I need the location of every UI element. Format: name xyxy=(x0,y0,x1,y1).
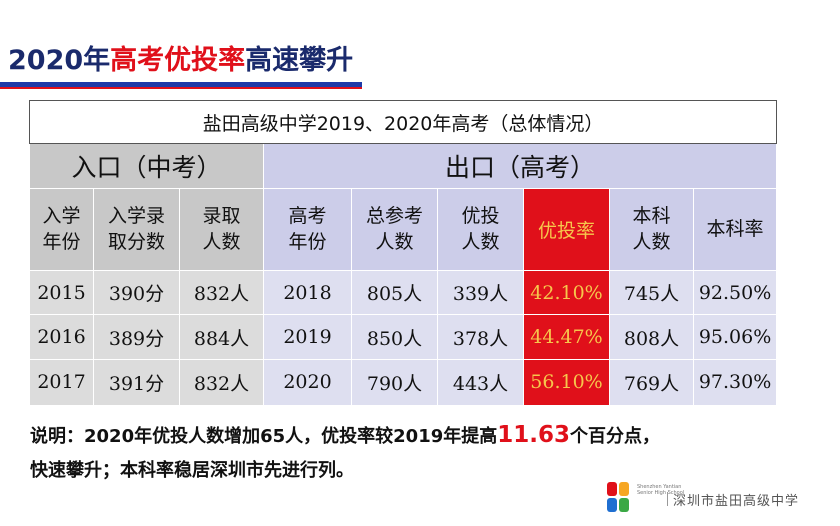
table-cell-highlight: 42.10% xyxy=(523,270,610,316)
school-logo: Shenzhen Yantian Senior High School 深圳市盐… xyxy=(605,480,835,520)
group-header-entrance: 入口（中考） xyxy=(29,143,264,189)
note-text: 说明：2020年优投人数增加65人，优投率较2019年提高 xyxy=(30,426,498,447)
column-header: 录取 人数 xyxy=(179,187,264,272)
column-header: 本科 人数 xyxy=(609,187,694,272)
note-text: 个百分点， xyxy=(570,426,661,447)
table-cell: 2018 xyxy=(263,270,352,316)
title-suffix: 高速攀升 xyxy=(245,45,354,76)
explanation-note: 说明：2020年优投人数增加65人，优投率较2019年提高11.63个百分点， … xyxy=(30,418,830,488)
table-cell: 769人 xyxy=(609,358,694,407)
table-cell: 808人 xyxy=(609,314,694,360)
column-header: 总参考 人数 xyxy=(351,187,438,272)
table-cell: 745人 xyxy=(609,270,694,316)
table-cell: 805人 xyxy=(351,270,438,316)
table-cell: 95.06% xyxy=(692,314,778,360)
table-cell: 390分 xyxy=(93,270,180,316)
title-underline xyxy=(0,82,362,87)
table-cell: 92.50% xyxy=(692,270,778,316)
note-highlight-number: 11.63 xyxy=(497,422,571,448)
group-header-exit: 出口（高考） xyxy=(262,143,778,189)
table-cell: 443人 xyxy=(437,358,524,407)
school-emblem-icon xyxy=(607,482,629,512)
table-cell: 2019 xyxy=(263,314,352,360)
table-cell-highlight: 56.10% xyxy=(523,358,610,407)
table-cell: 2015 xyxy=(29,270,94,316)
title-year: 2020年 xyxy=(8,45,111,76)
column-header: 入学 年份 xyxy=(29,187,94,272)
table-cell: 339人 xyxy=(437,270,524,316)
logo-chinese-name: 深圳市盐田高级中学 xyxy=(666,490,799,509)
table-cell: 832人 xyxy=(179,270,264,316)
logo-english-name: Shenzhen Yantian Senior High School xyxy=(637,484,685,496)
note-line-2: 快速攀升；本科率稳居深圳市先进行列。 xyxy=(30,460,354,481)
table-caption: 盐田高级中学2019、2020年高考（总体情况） xyxy=(28,99,778,145)
table-cell: 2016 xyxy=(29,314,94,360)
table-row: 2016 389分 884人 2019 850人 378人 44.47% 808… xyxy=(29,314,778,360)
table-cell: 391分 xyxy=(93,358,180,407)
table-cell: 389分 xyxy=(93,314,180,360)
title-underline-accent xyxy=(0,87,362,89)
table-row: 2015 390分 832人 2018 805人 339人 42.10% 745… xyxy=(29,270,778,316)
table-cell: 884人 xyxy=(179,314,264,360)
column-header: 高考 年份 xyxy=(263,187,352,272)
column-header-highlight: 优投率 xyxy=(523,187,610,272)
table-cell: 790人 xyxy=(351,358,438,407)
table-cell: 97.30% xyxy=(692,358,778,407)
table-row: 2017 391分 832人 2020 790人 443人 56.10% 769… xyxy=(29,358,778,407)
results-table: 盐田高级中学2019、2020年高考（总体情况） 入口（中考） 出口（高考） 入… xyxy=(28,99,778,407)
title-highlight: 高考优投率 xyxy=(110,45,246,76)
table-cell-highlight: 44.47% xyxy=(523,314,610,360)
table-cell: 2017 xyxy=(29,358,94,407)
column-header: 本科率 xyxy=(692,187,778,272)
table-cell: 378人 xyxy=(437,314,524,360)
note-line-1: 说明：2020年优投人数增加65人，优投率较2019年提高11.63个百分点， xyxy=(30,418,830,454)
table-cell: 850人 xyxy=(351,314,438,360)
table-cell: 832人 xyxy=(179,358,264,407)
table-cell: 2020 xyxy=(263,358,352,407)
column-header: 优投 人数 xyxy=(437,187,524,272)
column-header: 入学录 取分数 xyxy=(93,187,180,272)
slide-title: 2020年高考优投率高速攀升 xyxy=(8,44,353,78)
